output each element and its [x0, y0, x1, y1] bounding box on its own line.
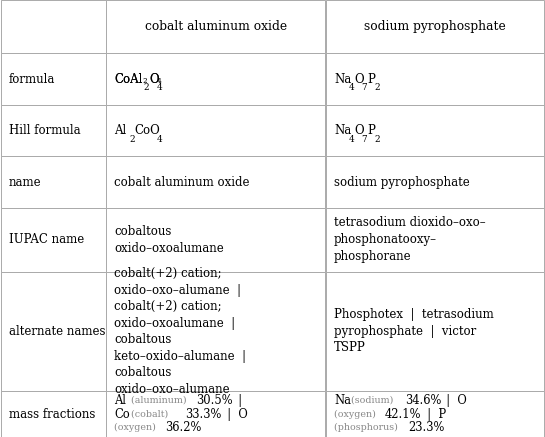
Text: mass fractions: mass fractions	[9, 408, 95, 420]
Text: 42.1%: 42.1%	[385, 408, 422, 420]
Text: Co: Co	[114, 408, 130, 420]
Text: 34.6%: 34.6%	[404, 394, 441, 407]
Text: (cobalt): (cobalt)	[128, 409, 172, 419]
Text: 30.5%: 30.5%	[196, 394, 233, 407]
Text: name: name	[9, 176, 41, 189]
Text: 2: 2	[374, 135, 380, 144]
Text: O: O	[354, 73, 364, 86]
Bar	[1, 156, 106, 208]
Text: (sodium): (sodium)	[348, 396, 396, 405]
Bar	[326, 208, 544, 272]
Text: Al: Al	[114, 394, 126, 407]
Text: O: O	[354, 124, 364, 137]
Text: O: O	[149, 73, 159, 86]
Text: (oxygen): (oxygen)	[114, 423, 159, 432]
Text: |  O: | O	[220, 408, 247, 420]
Text: (aluminum): (aluminum)	[128, 396, 190, 405]
Text: O: O	[150, 73, 160, 86]
Text: sodium pyrophosphate: sodium pyrophosphate	[364, 20, 506, 33]
Text: tetrasodium dioxido–oxo–
phosphonatooxy–
phosphorane: tetrasodium dioxido–oxo– phosphonatooxy–…	[334, 216, 486, 264]
Bar	[1, 0, 106, 53]
Bar	[106, 105, 325, 156]
Text: cobalt aluminum oxide: cobalt aluminum oxide	[145, 20, 287, 33]
Bar	[106, 53, 325, 105]
Text: P: P	[367, 124, 375, 137]
Text: |: |	[231, 394, 242, 407]
Text: ₂: ₂	[143, 73, 148, 86]
Bar	[1, 53, 106, 105]
Bar	[326, 156, 544, 208]
Text: |  O: | O	[439, 394, 467, 407]
Text: 2: 2	[144, 83, 149, 92]
Text: CoAl: CoAl	[114, 73, 143, 86]
Text: CoO: CoO	[135, 124, 160, 137]
Text: Al: Al	[114, 124, 126, 137]
Text: 4: 4	[349, 135, 354, 144]
Bar	[326, 105, 544, 156]
Text: P: P	[367, 73, 375, 86]
Text: cobaltous
oxido–oxoalumane: cobaltous oxido–oxoalumane	[114, 225, 224, 255]
Text: 7: 7	[361, 135, 367, 144]
Text: (phosphorus): (phosphorus)	[334, 423, 401, 432]
Text: 4: 4	[349, 83, 354, 92]
Text: 4: 4	[156, 135, 162, 144]
Text: 7: 7	[361, 83, 367, 92]
Text: CoAl: CoAl	[114, 73, 143, 86]
Text: 2: 2	[129, 135, 135, 144]
Text: 4: 4	[156, 83, 162, 92]
Bar	[106, 272, 325, 391]
Text: Na: Na	[334, 124, 352, 137]
Bar	[1, 272, 106, 391]
Text: (oxygen): (oxygen)	[334, 409, 379, 419]
Text: formula: formula	[9, 73, 55, 86]
Text: 33.3%: 33.3%	[185, 408, 221, 420]
Bar	[1, 208, 106, 272]
Bar	[326, 0, 544, 53]
Bar	[326, 272, 544, 391]
Text: alternate names: alternate names	[9, 325, 105, 338]
Text: Na: Na	[334, 394, 351, 407]
Bar	[106, 391, 325, 437]
Text: sodium pyrophosphate: sodium pyrophosphate	[334, 176, 470, 189]
Text: cobalt aluminum oxide: cobalt aluminum oxide	[114, 176, 250, 189]
Text: Na: Na	[334, 73, 352, 86]
Text: ₄: ₄	[157, 73, 162, 86]
Text: Phosphotex  |  tetrasodium
pyrophosphate  |  victor
TSPP: Phosphotex | tetrasodium pyrophosphate |…	[334, 309, 494, 354]
Bar	[326, 53, 544, 105]
Text: IUPAC name: IUPAC name	[9, 233, 84, 246]
Text: 23.3%: 23.3%	[408, 421, 444, 434]
Text: |  P: | P	[420, 408, 446, 420]
Bar	[1, 105, 106, 156]
Bar	[1, 391, 106, 437]
Bar	[106, 208, 325, 272]
Bar	[106, 0, 325, 53]
Bar	[326, 391, 544, 437]
Text: Hill formula: Hill formula	[9, 124, 80, 137]
Bar	[106, 156, 325, 208]
Text: cobalt(+2) cation;
oxido–oxo–alumane  |
cobalt(+2) cation;
oxido–oxoalumane  |
c: cobalt(+2) cation; oxido–oxo–alumane | c…	[114, 267, 246, 396]
Text: 2: 2	[374, 83, 380, 92]
Text: 36.2%: 36.2%	[166, 421, 202, 434]
